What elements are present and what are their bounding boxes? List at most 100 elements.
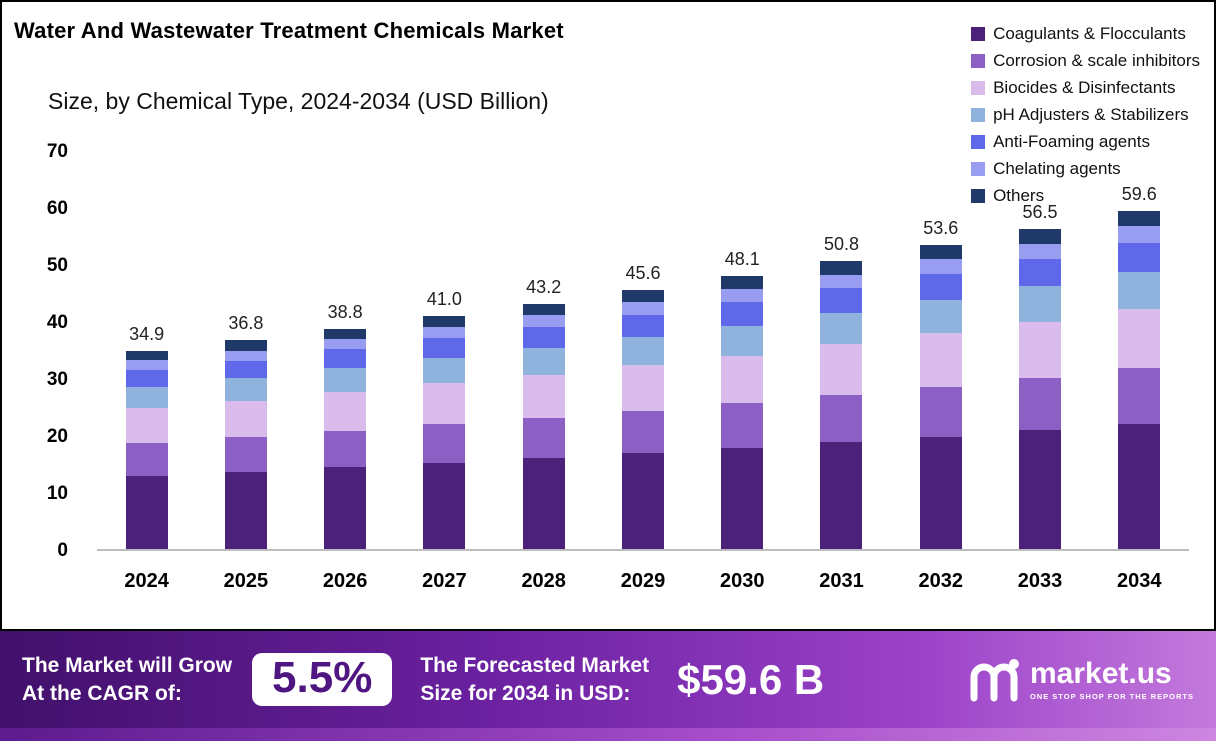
bar-segment <box>423 326 466 339</box>
bar-segment <box>324 338 367 350</box>
bar-segment <box>125 475 168 549</box>
bar-segment <box>820 260 863 275</box>
legend-label: Chelating agents <box>993 159 1121 178</box>
x-axis-label: 2028 <box>521 570 566 592</box>
bar-segment <box>224 471 267 549</box>
x-axis-label: 2025 <box>223 570 269 592</box>
bar-column-2034: 59.6 2034 <box>1090 152 1189 592</box>
bar-segment <box>125 360 168 370</box>
x-axis-label: 2026 <box>322 570 368 592</box>
bar-stack <box>125 351 168 549</box>
cagr-value: 5.5% <box>272 653 373 702</box>
x-axis-label: 2030 <box>719 570 765 592</box>
bar-segment <box>423 338 466 358</box>
bar-column-2027: 41.0 2027 <box>395 152 494 592</box>
legend-label: Anti-Foaming agents <box>993 132 1150 151</box>
bar-total-label: 45.6 <box>625 263 661 284</box>
bar-segment <box>721 448 764 549</box>
bar-segment <box>1019 321 1062 378</box>
footer-strip <box>0 728 1216 741</box>
bar-column-2025: 36.8 2025 <box>196 152 295 592</box>
bar-segment <box>919 333 962 387</box>
bar-stack <box>423 316 466 549</box>
bar-segment <box>919 273 962 300</box>
bar-segment <box>224 378 267 401</box>
bar-stack <box>1019 228 1062 549</box>
legend-label: Biocides & Disinfectants <box>993 78 1176 97</box>
legend-item: Biocides & Disinfectants <box>971 78 1200 98</box>
legend-swatch-icon <box>971 108 986 122</box>
bar-segment <box>919 245 962 260</box>
bar-segment <box>324 368 367 393</box>
bar-stack <box>820 260 863 549</box>
legend-swatch-icon <box>971 135 986 149</box>
bar-segment <box>522 304 565 315</box>
legend-label: pH Adjusters & Stabilizers <box>993 105 1189 124</box>
plot-area: 34.9 2024 36.8 2025 38.8 2026 41.0 2027 43.2 2028… <box>97 152 1189 592</box>
bar-stack <box>224 340 267 549</box>
bar-segment <box>1019 259 1062 287</box>
bar-segment <box>522 326 565 348</box>
y-tick-label: 10 <box>46 483 68 504</box>
bar-segment <box>721 325 764 356</box>
bar-column-2029: 45.6 2029 <box>593 152 692 592</box>
bar-column-2024: 34.9 2024 <box>97 152 196 592</box>
bar-segment <box>820 288 863 313</box>
legend: Coagulants & Flocculants Corrosion & scal… <box>971 24 1200 206</box>
chart-panel: Water And Wastewater Treatment Chemicals… <box>0 0 1216 631</box>
x-axis-label: 2032 <box>918 570 964 592</box>
bar-column-2032: 53.6 2032 <box>891 152 990 592</box>
bar-stack <box>721 276 764 549</box>
y-axis: 0 10 20 30 40 50 60 70 <box>2 141 80 561</box>
legend-item: Others <box>971 186 1200 206</box>
y-tick-label: 30 <box>46 369 68 390</box>
legend-item: Chelating agents <box>971 159 1200 179</box>
bar-segment <box>324 349 367 369</box>
forecast-label-line1: The Forecasted Market <box>420 654 650 678</box>
bar-column-2028: 43.2 2028 <box>494 152 593 592</box>
bar-segment <box>721 403 764 448</box>
cagr-label-line1: The Market will Grow <box>22 654 233 678</box>
bar-total-label: 38.8 <box>327 301 363 322</box>
legend-item: Corrosion & scale inhibitors <box>971 51 1200 71</box>
bar-segment <box>1118 309 1161 369</box>
legend-swatch-icon <box>971 54 986 68</box>
bar-total-label: 48.1 <box>724 249 760 270</box>
legend-label: Corrosion & scale inhibitors <box>993 51 1200 70</box>
chart-title: Water And Wastewater Treatment Chemicals… <box>14 18 564 43</box>
bar-segment <box>522 374 565 418</box>
bar-segment <box>423 357 466 384</box>
bar-segment <box>522 314 565 327</box>
bar-segment <box>721 355 764 404</box>
bar-segment <box>324 431 367 468</box>
bar-total-label: 53.6 <box>923 218 959 239</box>
bar-segment <box>919 386 962 437</box>
bar-stack <box>1118 210 1161 549</box>
brand-name: market.us <box>1029 656 1172 690</box>
x-axis-label: 2031 <box>819 570 864 592</box>
bar-segment <box>125 442 168 476</box>
bar-segment <box>324 467 367 549</box>
bar-segment <box>621 290 664 303</box>
bar-segment <box>522 417 565 459</box>
bar-segment <box>423 316 466 327</box>
bar-segment <box>820 312 863 345</box>
bar-segment <box>1118 226 1161 243</box>
bar-segment <box>224 350 267 361</box>
bar-segment <box>125 369 168 387</box>
bar-segment <box>621 410 664 454</box>
banner: The Market will Grow At the CAGR of: 5.5… <box>0 631 1216 728</box>
bar-segment <box>621 453 664 549</box>
bar-segment <box>1118 368 1161 424</box>
bar-column-2030: 48.1 2030 <box>693 152 792 592</box>
y-tick-label: 60 <box>46 198 68 219</box>
bar-segment <box>522 347 565 375</box>
bar-total-label: 43.2 <box>526 277 562 297</box>
legend-swatch-icon <box>971 27 986 41</box>
x-axis-label: 2027 <box>422 570 467 592</box>
bar-segment <box>1019 377 1062 431</box>
legend-swatch-icon <box>971 162 986 176</box>
legend-label: Coagulants & Flocculants <box>993 24 1186 43</box>
brand-tagline: ONE STOP SHOP FOR THE REPORTS <box>1029 692 1194 702</box>
bar-column-2033: 56.5 2033 <box>990 152 1089 592</box>
